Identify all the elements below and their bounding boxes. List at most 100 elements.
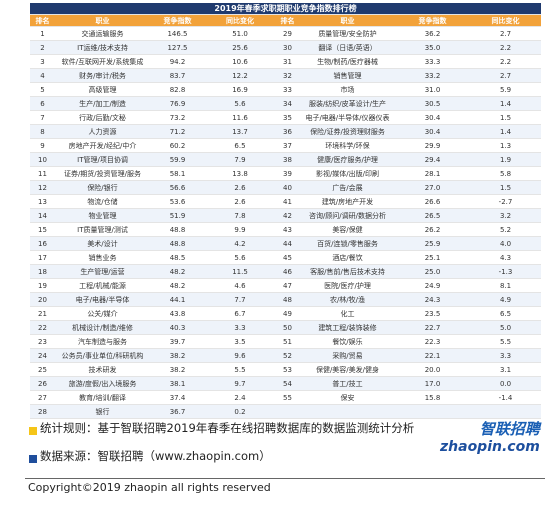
table-cell: 9.6	[205, 348, 275, 363]
table-cell: 百货/连锁/零售服务	[300, 236, 395, 251]
table-cell: 24	[30, 348, 55, 363]
table-cell: 17.0	[395, 376, 470, 391]
header-cell: 职业	[300, 14, 395, 27]
table-cell: 51.9	[150, 208, 205, 223]
table-cell: 酒店/餐饮	[300, 250, 395, 265]
table-cell: 3.2	[470, 208, 542, 223]
table-row: 14 物业管理 51.9 7.8 42 咨询/顾问/调研/数据分析 26.5 3.2	[30, 208, 542, 223]
table-cell: 11	[30, 166, 55, 181]
table-cell: 美术/设计	[55, 236, 150, 251]
table-cell: 4.0	[470, 236, 542, 251]
table-row: 6 生产/加工/制造 76.9 5.6 34 服装/纺织/皮革设计/生产 30.5 1.4	[30, 96, 542, 111]
table-cell: 交通运输服务	[55, 26, 150, 41]
table-cell: 53.6	[150, 194, 205, 209]
table-cell: 52	[275, 348, 300, 363]
table-cell: 5	[30, 82, 55, 97]
table-cell: 4.9	[470, 292, 542, 307]
table-cell: 23	[30, 334, 55, 349]
table-row: 16 美术/设计 48.8 4.2 44 百货/连锁/零售服务 25.9 4.0	[30, 236, 542, 251]
table-cell: 20	[30, 292, 55, 307]
table-cell: 医院/医疗/护理	[300, 278, 395, 293]
bullet	[29, 455, 37, 463]
table-cell: 0.0	[470, 376, 542, 391]
table-row: 19 工程/机械/能源 48.2 4.6 47 医院/医疗/护理 24.9 8.1	[30, 278, 542, 293]
table-cell: 旅游/度假/出入境服务	[55, 376, 150, 391]
table-cell: 银行	[55, 404, 150, 419]
table-cell: 34	[275, 96, 300, 111]
table-row: 18 生产管理/运营 48.2 11.5 46 客服/售前/售后技术支持 25.0 -1.3	[30, 264, 542, 279]
table-cell: 采购/贸易	[300, 348, 395, 363]
table-cell: 40.3	[150, 320, 205, 335]
table-cell: 36	[275, 124, 300, 139]
table-cell: 13.8	[205, 166, 275, 181]
table-cell: 35	[275, 110, 300, 125]
table-cell: 物流/仓储	[55, 194, 150, 209]
table-cell: 54	[275, 376, 300, 391]
table-cell: 普工/技工	[300, 376, 395, 391]
table-cell: 客服/售前/售后技术支持	[300, 264, 395, 279]
table-cell: 4.2	[205, 236, 275, 251]
table-cell: 1.9	[470, 152, 542, 167]
table-cell: 33.2	[395, 68, 470, 83]
table-row: 13 物流/仓储 53.6 2.6 41 建筑/房地产开发 26.6 -2.7	[30, 194, 542, 209]
table-cell: 25.9	[395, 236, 470, 251]
table-cell: 3.5	[205, 334, 275, 349]
table-row: 26 旅游/度假/出入境服务 38.1 9.7 54 普工/技工 17.0 0.0	[30, 376, 542, 391]
table-cell: 生物/制药/医疗器械	[300, 54, 395, 69]
table-cell: 29.4	[395, 152, 470, 167]
table-row: 11 证券/期货/投资管理/服务 58.1 13.8 39 影视/媒体/出版/印刷 28.1…	[30, 166, 542, 181]
table-cell: 25.1	[395, 250, 470, 265]
table-cell: 42	[275, 208, 300, 223]
table-cell: 公务员/事业单位/科研机构	[55, 348, 150, 363]
table-cell: 38.1	[150, 376, 205, 391]
table-cell: 6	[30, 96, 55, 111]
table-cell: 33.3	[395, 54, 470, 69]
table-cell: 保险/证券/投资理财服务	[300, 124, 395, 139]
table-cell: 48.2	[150, 278, 205, 293]
empty-cell	[395, 404, 470, 419]
table-cell: 127.5	[150, 40, 205, 55]
table-cell: 13.7	[205, 124, 275, 139]
table-cell: 2.7	[470, 68, 542, 83]
table-cell: 16.9	[205, 82, 275, 97]
table-cell: 28.1	[395, 166, 470, 181]
table-cell: 51	[275, 334, 300, 349]
table-cell: 市场	[300, 82, 395, 97]
table-cell: 5.6	[205, 250, 275, 265]
header-cell: 同比变化	[470, 14, 542, 27]
table-cell: 3.3	[470, 348, 542, 363]
table-cell: 60.2	[150, 138, 205, 153]
table-cell: 农/林/牧/渔	[300, 292, 395, 307]
table-cell: 45	[275, 250, 300, 265]
table-cell: 44.1	[150, 292, 205, 307]
table-cell: 7.8	[205, 208, 275, 223]
empty-cell	[470, 404, 542, 419]
table-cell: 25.0	[395, 264, 470, 279]
table-cell: 28	[30, 404, 55, 419]
table-cell: 46	[275, 264, 300, 279]
header-row: 排名 职业 竞争指数 同比变化 排名 职业 竞争指数 同比变化	[30, 14, 542, 27]
table-cell: 14	[30, 208, 55, 223]
table-cell: 3	[30, 54, 55, 69]
table-cell: 服装/纺织/皮革设计/生产	[300, 96, 395, 111]
table-cell: 30.4	[395, 124, 470, 139]
table-row: 12 保险/银行 56.6 2.6 40 广告/会展 27.0 1.5	[30, 180, 542, 195]
table-cell: 15	[30, 222, 55, 237]
table-cell: 财务/审计/税务	[55, 68, 150, 83]
table-cell: 37.4	[150, 390, 205, 405]
table-cell: 44	[275, 236, 300, 251]
table-cell: 8	[30, 124, 55, 139]
table-cell: 36.7	[150, 404, 205, 419]
table-cell: 化工	[300, 306, 395, 321]
table-cell: 5.6	[205, 96, 275, 111]
table-cell: 38.2	[150, 362, 205, 377]
table-cell: 3.1	[470, 362, 542, 377]
table-row: 4 财务/审计/税务 83.7 12.2 32 销售管理 33.2 2.7	[30, 68, 542, 83]
table-cell: 5.0	[470, 320, 542, 335]
table-cell: 9.7	[205, 376, 275, 391]
table-cell: 38	[275, 152, 300, 167]
table-cell: 25.6	[205, 40, 275, 55]
table-cell: 质量管理/安全防护	[300, 26, 395, 41]
table-cell: 36.2	[395, 26, 470, 41]
